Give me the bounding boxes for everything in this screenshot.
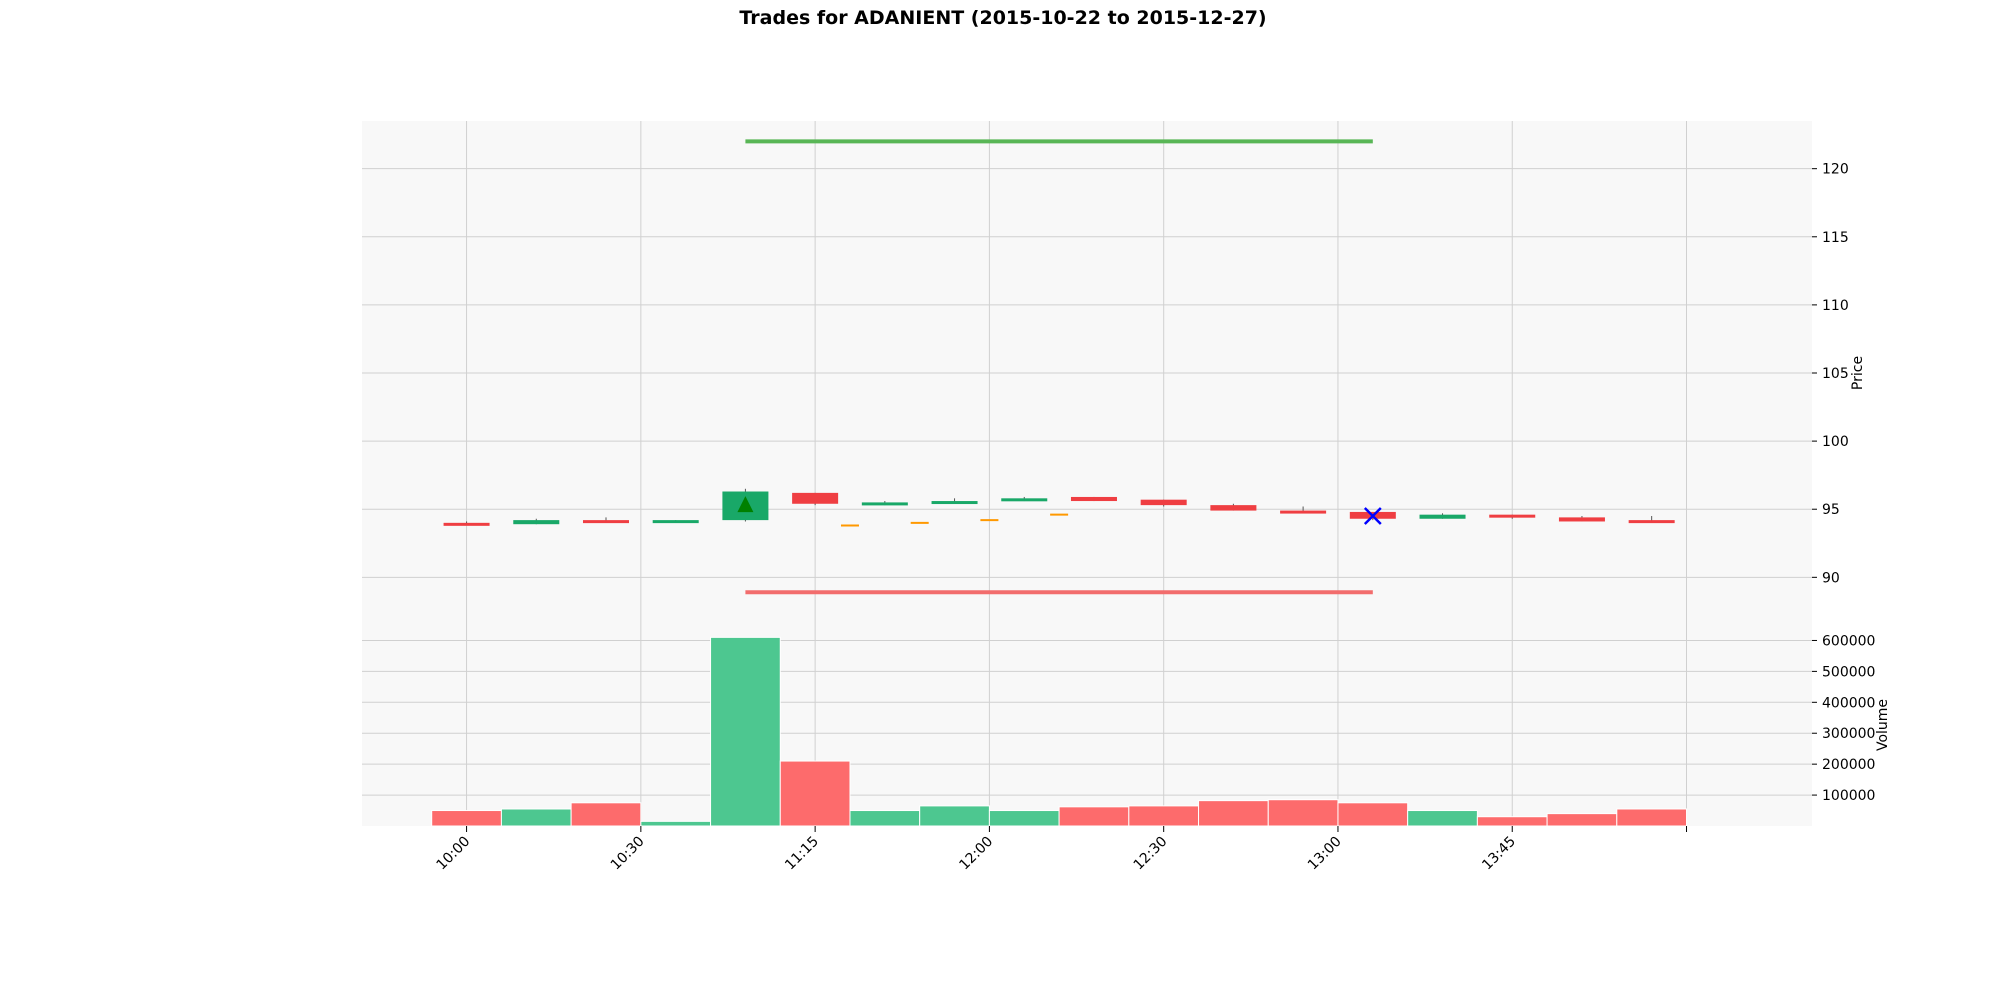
volume-bar (431, 810, 502, 827)
x-tick-label: 11:15 (782, 834, 822, 874)
volume-bar (1407, 810, 1478, 827)
volume-tick-label: 300000 (1822, 726, 1875, 742)
price-tick-label: 110 (1822, 298, 1849, 314)
price-tick-label: 90 (1822, 570, 1840, 586)
volume-bar (1198, 800, 1269, 827)
x-tick-label: 10:00 (434, 834, 474, 874)
candle-body (652, 520, 699, 524)
volume-panel: 100000 200000 300000 400000 500000 600000 (362, 625, 1875, 827)
price-tick-label: 95 (1822, 502, 1840, 518)
candle-body (1280, 510, 1327, 514)
candle-body (1628, 520, 1675, 524)
volume-bar (919, 805, 990, 827)
volume-bar (1337, 802, 1409, 827)
price-panel: 90 95 100 105 110 115 120 (362, 121, 1849, 625)
x-tick-label: 12:00 (956, 834, 996, 874)
x-axis: 10:00 10:30 11:15 12:00 12:30 13:00 13:45 (434, 826, 1688, 874)
price-tick-label: 115 (1822, 230, 1849, 246)
volume-bar (640, 820, 712, 827)
volume-bar (570, 802, 642, 827)
candle-body (1210, 505, 1257, 511)
volume-tick-label: 500000 (1822, 664, 1875, 680)
volume-bar (988, 810, 1060, 827)
candle-body (443, 522, 490, 526)
candle-body (1419, 514, 1466, 519)
price-tick-label: 105 (1822, 366, 1849, 382)
candle-body (792, 492, 839, 504)
candle-body (931, 501, 978, 505)
volume-axis-label: Volume (1875, 699, 1891, 751)
x-tick-label: 13:45 (1479, 834, 1519, 874)
price-axis-label: Price (1850, 356, 1866, 390)
volume-tick-label: 200000 (1822, 757, 1875, 773)
chart-title: Trades for ADANIENT (2015-10-22 to 2015-… (739, 7, 1266, 29)
candle-body (1070, 496, 1117, 502)
x-tick-label: 13:00 (1305, 834, 1345, 874)
volume-tick-label: 100000 (1822, 788, 1875, 804)
volume-bar (779, 760, 851, 827)
volume-bar (1616, 808, 1688, 827)
candle-body (1001, 498, 1048, 502)
volume-bar (849, 810, 921, 827)
candle-body (861, 502, 908, 506)
x-tick-label: 12:30 (1131, 834, 1171, 874)
price-tick-label: 100 (1822, 434, 1849, 450)
volume-bar (1476, 816, 1548, 827)
volume-bar (710, 636, 781, 827)
candle-body (1489, 514, 1536, 518)
candle-body (513, 520, 560, 525)
candle-body (1140, 499, 1187, 506)
volume-panel-background (362, 625, 1812, 826)
volume-bar (1267, 799, 1339, 827)
volume-bar (500, 808, 572, 827)
price-tick-label: 120 (1822, 162, 1849, 178)
volume-bar (1128, 805, 1200, 827)
exit-marker (1363, 507, 1382, 525)
volume-tick-label: 400000 (1822, 695, 1875, 711)
x-tick-label: 10:30 (608, 834, 648, 874)
volume-bar (1546, 813, 1618, 827)
volume-bar (1058, 806, 1130, 827)
entry-marker (737, 496, 754, 513)
candle-body (582, 520, 629, 524)
candle-body (1558, 517, 1605, 522)
volume-tick-label: 600000 (1822, 633, 1875, 649)
